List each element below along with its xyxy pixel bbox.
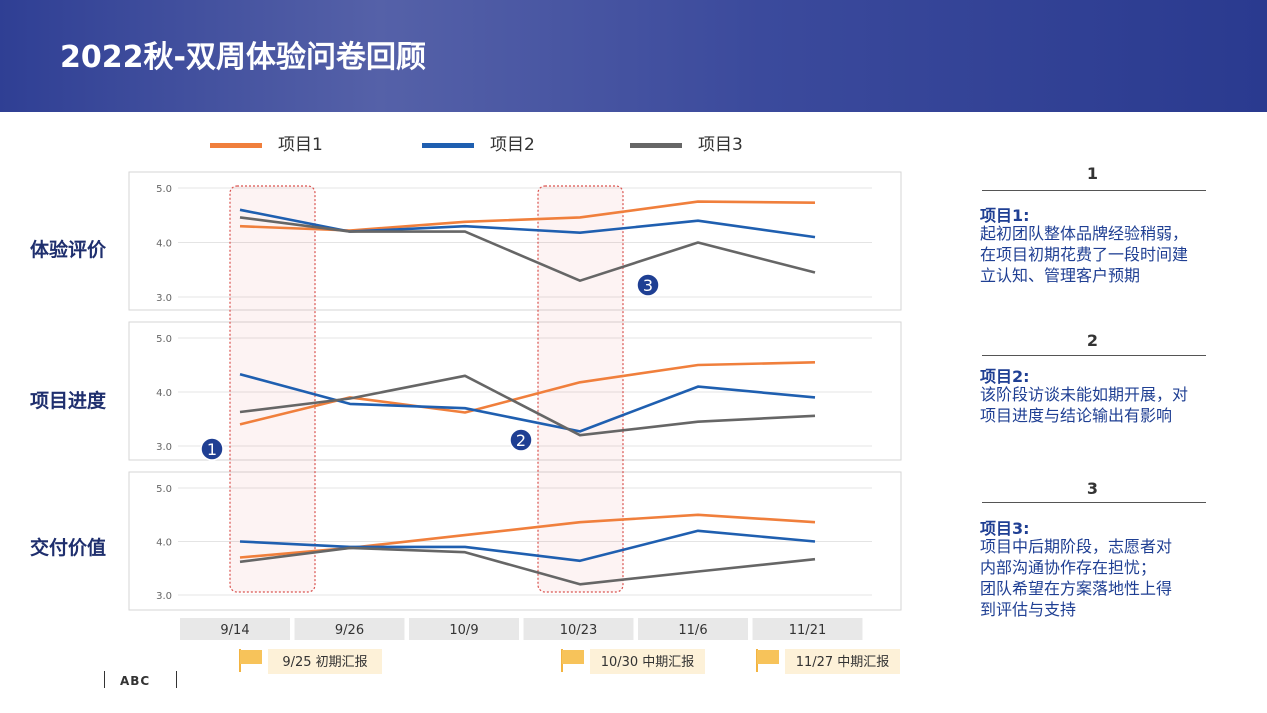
note-divider bbox=[982, 355, 1206, 356]
note-2: 2 项目2: 该阶段访谈未能如期开展，对 项目进度与结论输出有影响 bbox=[980, 327, 1220, 437]
y-tick-label: 5.0 bbox=[156, 484, 172, 495]
y-tick-label: 3.0 bbox=[156, 442, 172, 453]
legend-label: 项目2 bbox=[490, 135, 535, 155]
x-category: 11/6 bbox=[638, 618, 748, 640]
note-title: 项目3: bbox=[980, 519, 1030, 538]
flag-cloth bbox=[562, 650, 584, 664]
logo-text: ABC bbox=[120, 674, 151, 688]
note-number: 2 bbox=[1086, 331, 1099, 350]
legend-label: 项目1 bbox=[278, 135, 323, 155]
note-text: 该阶段访谈未能如期开展，对 项目进度与结论输出有影响 bbox=[980, 385, 1189, 425]
x-tick-label: 10/23 bbox=[560, 623, 597, 638]
series-line-project-3 bbox=[239, 546, 816, 586]
series-line-project-3 bbox=[239, 374, 816, 437]
marker-number: 3 bbox=[643, 276, 653, 295]
milestone-label: 10/30 中期汇报 bbox=[601, 655, 695, 670]
note-divider bbox=[982, 502, 1206, 503]
y-tick-label: 4.0 bbox=[156, 538, 172, 549]
x-category-box bbox=[638, 618, 748, 640]
panel-frame bbox=[128, 171, 902, 311]
x-tick-label: 11/21 bbox=[789, 623, 826, 638]
page-title: 2022秋-双周体验问卷回顾 bbox=[60, 40, 426, 75]
marker-circle bbox=[636, 273, 660, 297]
flag-icon bbox=[239, 649, 262, 672]
x-category-box bbox=[294, 618, 405, 640]
note-divider bbox=[982, 190, 1206, 191]
logo-divider bbox=[104, 671, 105, 688]
y-tick-label: 4.0 bbox=[156, 388, 172, 399]
milestone-label: 9/25 初期汇报 bbox=[282, 655, 367, 670]
y-tick-label: 5.0 bbox=[156, 334, 172, 345]
y-tick-label: 5.0 bbox=[156, 184, 172, 195]
chart-panel-3: 5.0 4.0 3.0 bbox=[128, 471, 902, 611]
logo-divider bbox=[176, 671, 177, 688]
legend-swatch bbox=[630, 143, 682, 148]
line-chart: 5.0 4.0 3.0 5.0 4.0 3.0 5.0 4.0 3.0 1 2 3 9/14 9/26 10… bbox=[128, 171, 902, 674]
milestone-box bbox=[268, 649, 382, 674]
annotation-marker-1: 1 bbox=[200, 437, 224, 461]
metric-label-experience: 体验评价 bbox=[30, 239, 107, 261]
milestone-2: 10/30 中期汇报 bbox=[561, 649, 705, 674]
flag-icon bbox=[756, 649, 779, 672]
x-tick-label: 11/6 bbox=[678, 623, 707, 638]
note-title: 项目2: bbox=[980, 367, 1030, 386]
metric-label-progress: 项目进度 bbox=[30, 390, 107, 412]
x-tick-label: 9/26 bbox=[335, 623, 364, 638]
y-tick-label: 3.0 bbox=[156, 293, 172, 304]
note-number: 3 bbox=[1086, 479, 1099, 498]
milestone-box bbox=[590, 649, 705, 674]
milestone-3: 11/27 中期汇报 bbox=[756, 649, 900, 674]
x-tick-label: 10/9 bbox=[449, 623, 478, 638]
note-3: 3 项目3: 项目中后期阶段，志愿者对 内部沟通协作存在担忧； 团队希望在方案落… bbox=[980, 475, 1220, 635]
highlight-region-2 bbox=[537, 185, 624, 593]
metric-label-delivery: 交付价值 bbox=[30, 537, 107, 559]
series-line-project-2 bbox=[239, 529, 816, 563]
x-category-box bbox=[752, 618, 863, 640]
x-category-box bbox=[409, 618, 519, 640]
header-banner: 2022秋-双周体验问卷回顾 bbox=[0, 0, 1267, 112]
x-category: 10/9 bbox=[409, 618, 519, 640]
milestone-1: 9/25 初期汇报 bbox=[239, 649, 382, 674]
x-category-box bbox=[180, 618, 290, 640]
legend-swatch bbox=[422, 143, 474, 148]
note-title: 项目1: bbox=[980, 206, 1030, 225]
x-category: 9/26 bbox=[294, 618, 405, 640]
marker-number: 1 bbox=[207, 440, 217, 459]
note-text: 起初团队整体品牌经验稍弱， 在项目初期花费了一段时间建 立认知、管理客户预期 bbox=[980, 224, 1189, 285]
flag-icon bbox=[561, 649, 584, 672]
legend-swatch bbox=[210, 143, 262, 148]
annotation-marker-3: 3 bbox=[636, 273, 660, 297]
x-category: 11/21 bbox=[752, 618, 863, 640]
marker-circle bbox=[509, 428, 533, 452]
y-tick-label: 3.0 bbox=[156, 591, 172, 602]
milestone-label: 11/27 中期汇报 bbox=[796, 655, 890, 670]
marker-number: 2 bbox=[516, 431, 526, 450]
x-category-box bbox=[523, 618, 634, 640]
legend-label: 项目3 bbox=[698, 135, 743, 155]
x-category: 10/23 bbox=[523, 618, 634, 640]
x-tick-label: 9/14 bbox=[220, 623, 249, 638]
flag-cloth bbox=[240, 650, 262, 664]
highlight-region-1 bbox=[229, 185, 316, 593]
milestone-box bbox=[785, 649, 900, 674]
series-line-project-2 bbox=[239, 372, 816, 433]
y-tick-label: 4.0 bbox=[156, 239, 172, 250]
flag-cloth bbox=[757, 650, 779, 664]
x-category: 9/14 bbox=[180, 618, 290, 640]
marker-circle bbox=[200, 437, 224, 461]
note-number: 1 bbox=[1086, 164, 1099, 183]
annotation-marker-2: 2 bbox=[509, 428, 533, 452]
series-line-project-3 bbox=[239, 216, 816, 283]
chart-panel-1: 5.0 4.0 3.0 bbox=[128, 171, 902, 311]
note-1: 1 项目1: 起初团队整体品牌经验稍弱， 在项目初期花费了一段时间建 立认知、管… bbox=[980, 160, 1220, 300]
note-text: 项目中后期阶段，志愿者对 内部沟通协作存在担忧； 团队希望在方案落地性上得 到评… bbox=[980, 537, 1173, 619]
